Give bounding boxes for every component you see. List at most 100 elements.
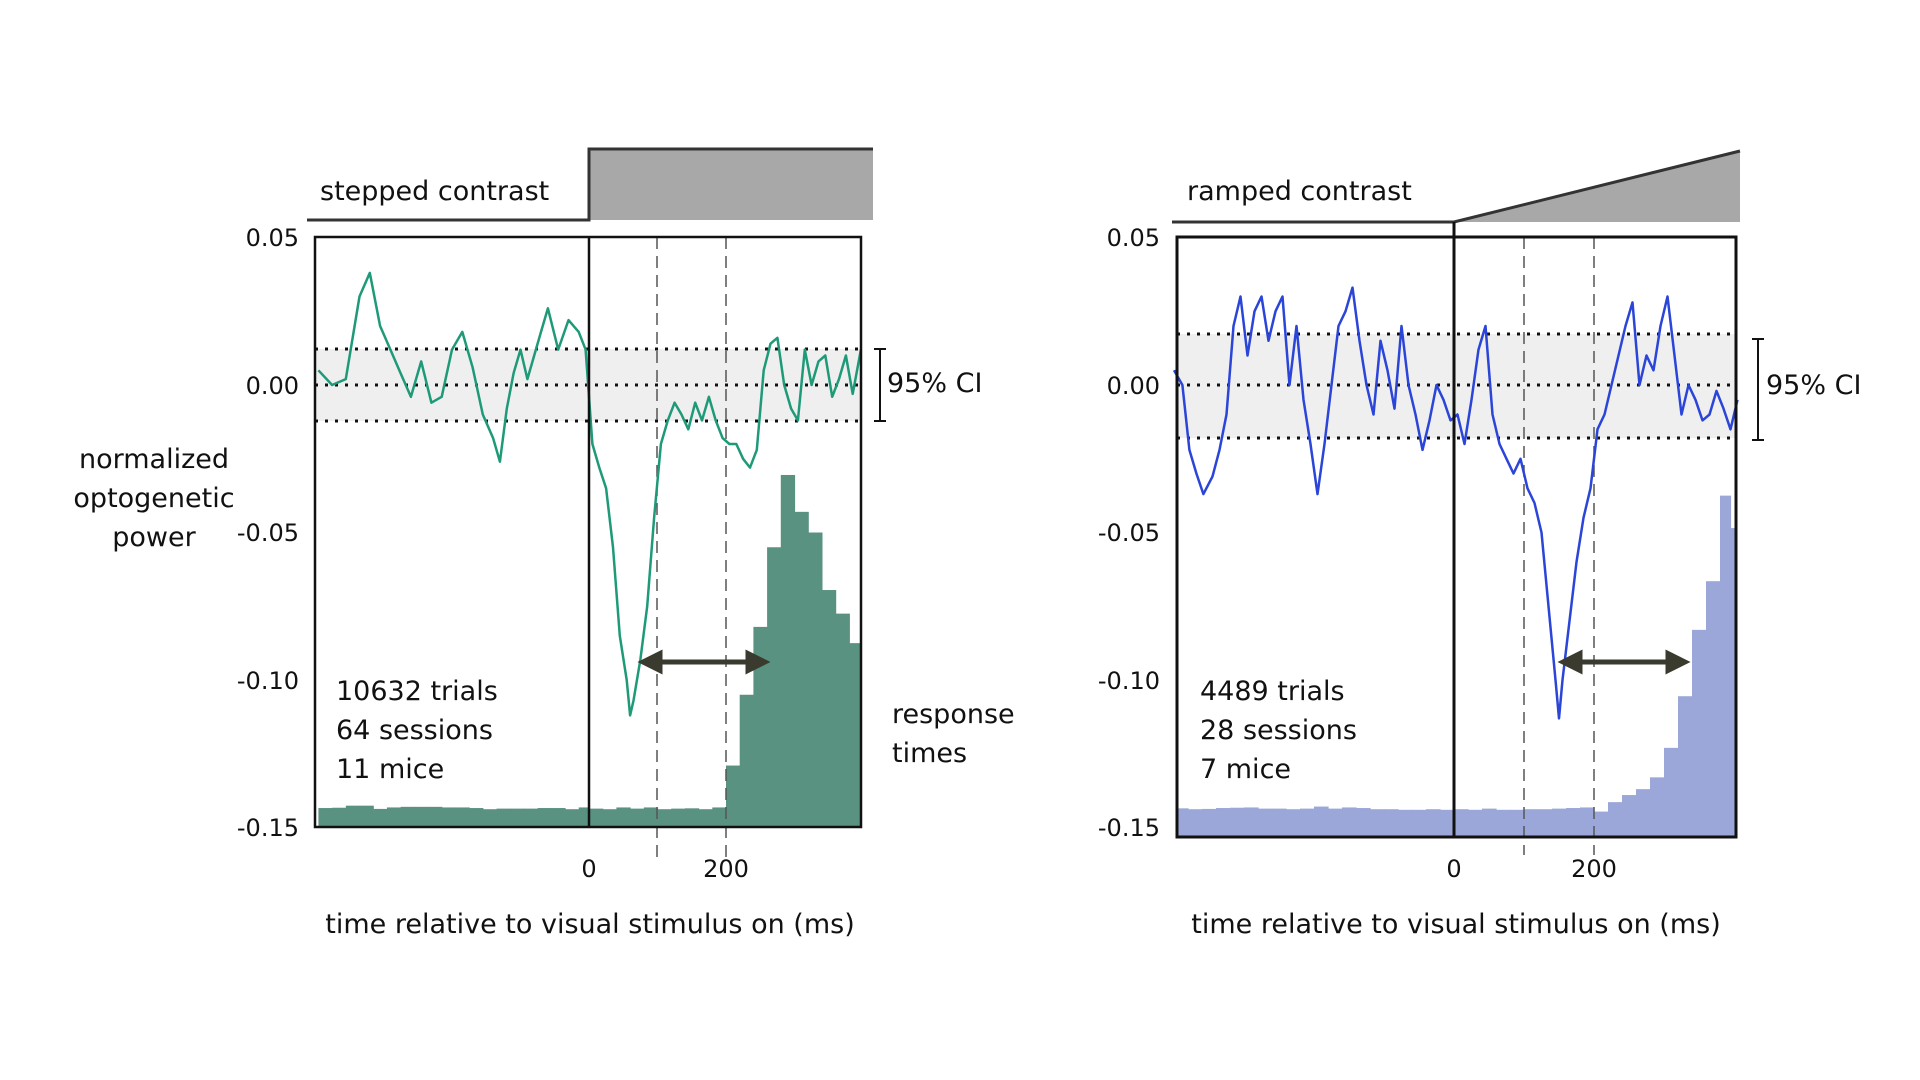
histogram-bar	[1384, 809, 1399, 837]
histogram-bar	[359, 805, 374, 827]
histogram-bar	[849, 643, 862, 827]
stats-left: 10632 trials 64 sessions 11 mice	[336, 676, 498, 785]
histogram-bar	[1328, 808, 1343, 837]
ytick-label: 0.00	[246, 372, 299, 400]
histogram-bar	[767, 547, 782, 827]
histogram-bar	[1300, 808, 1315, 837]
histogram-bar	[1482, 808, 1497, 837]
x-ticks-left: 0 200	[581, 855, 749, 883]
histogram-bar	[428, 806, 443, 827]
histogram-bar	[1706, 581, 1721, 837]
histogram-bar	[657, 809, 672, 827]
ci-label-left: 95% CI	[887, 368, 982, 399]
stats-mice: 11 mice	[336, 754, 444, 785]
hist-label-line-1: response	[892, 699, 1015, 730]
histogram-bar	[794, 511, 809, 827]
ci-bracket-left	[874, 348, 886, 422]
histogram-bar	[345, 805, 361, 827]
histogram-bar	[684, 808, 700, 827]
ylabel-group: normalized optogenetic power	[73, 444, 234, 553]
panel-stepped: stepped contrast normalized optogenetic …	[73, 147, 1015, 940]
histogram-bar	[537, 808, 552, 827]
histogram-bar	[482, 809, 498, 827]
histogram-bar	[1412, 809, 1427, 837]
xlabel-left: time relative to visual stimulus on (ms)	[325, 909, 854, 940]
histogram-bar	[1370, 809, 1385, 837]
histogram-bar	[698, 809, 713, 827]
ytick-label: 0.05	[1107, 224, 1160, 252]
histogram-bar	[373, 808, 388, 827]
histogram-bar	[441, 807, 457, 827]
histogram-bar	[1230, 807, 1245, 837]
ci-label-right: 95% CI	[1766, 370, 1861, 401]
histogram-bar	[1552, 808, 1567, 837]
stats-sessions: 28 sessions	[1200, 715, 1357, 746]
histogram-bar	[1188, 809, 1203, 837]
histogram-bar	[1272, 808, 1287, 837]
histogram-bar	[318, 808, 333, 827]
histogram-bar	[578, 807, 590, 827]
ytick-label: -0.10	[1098, 667, 1160, 695]
xtick-label: 200	[1571, 855, 1617, 883]
xtick-label: 200	[703, 855, 749, 883]
stats-trials: 10632 trials	[336, 676, 498, 707]
histogram-bar	[739, 694, 754, 827]
histogram-bar	[712, 807, 727, 827]
histogram-bar	[1202, 808, 1217, 837]
x-ticks-right: 0 200	[1446, 855, 1617, 883]
histogram-bar	[1286, 809, 1301, 837]
histogram-bar	[1692, 629, 1707, 837]
histogram-bar	[780, 474, 796, 827]
ytick-label: -0.15	[1098, 814, 1160, 842]
ytick-label: -0.10	[237, 667, 299, 695]
axes-frame-left	[313, 235, 863, 829]
histogram-bar	[821, 590, 837, 827]
histogram-bar	[1730, 528, 1737, 837]
xtick-label: 0	[581, 855, 596, 883]
histogram-bar	[643, 807, 659, 827]
histogram-bar	[602, 809, 617, 827]
hist-label-line-2: times	[892, 738, 967, 769]
histogram-bar	[523, 808, 539, 827]
histogram-bar	[1664, 747, 1679, 837]
histogram-bar	[1608, 802, 1623, 837]
ytick-label: 0.00	[1107, 372, 1160, 400]
ytick-label: -0.05	[1098, 519, 1160, 547]
stimulus-step-outline	[307, 147, 873, 222]
ytick-label: -0.05	[237, 519, 299, 547]
axes-frame-right	[1175, 235, 1738, 839]
histogram-bar	[1244, 807, 1259, 837]
histogram-bar	[1356, 808, 1371, 837]
panel-label-ramped: ramped contrast	[1187, 176, 1412, 207]
stats-right: 4489 trials 28 sessions 7 mice	[1200, 676, 1357, 785]
histogram-bar	[630, 808, 645, 827]
stats-mice: 7 mice	[1200, 754, 1291, 785]
panel-ramped: ramped contrast 0.05 0.00 -0.05 -0.10 -0…	[1098, 149, 1861, 940]
histogram-bar	[510, 808, 525, 827]
histogram-bar	[1538, 809, 1553, 837]
histogram-bar	[332, 807, 347, 827]
histogram-bar	[1720, 495, 1732, 837]
histogram-bar	[1650, 777, 1665, 837]
histogram-bar	[455, 807, 470, 827]
histogram-bar	[671, 808, 686, 827]
ytick-label: 0.05	[246, 224, 299, 252]
ylabel-line-2: optogenetic	[73, 483, 234, 514]
histogram-bar	[1468, 809, 1483, 837]
hist-label: response times	[892, 699, 1015, 769]
histogram-bar	[1258, 808, 1273, 837]
ylabel-line-1: normalized	[79, 444, 229, 475]
stats-sessions: 64 sessions	[336, 715, 493, 746]
stats-trials: 4489 trials	[1200, 676, 1345, 707]
histogram-bar	[1524, 809, 1539, 837]
ylabel-line-3: power	[112, 522, 196, 553]
histogram-bar	[1177, 808, 1189, 837]
histogram-bar	[1594, 811, 1609, 837]
histogram-bar	[1636, 789, 1651, 837]
histogram-bar	[1510, 809, 1525, 837]
ci-band	[1177, 334, 1736, 438]
histogram-bar	[469, 808, 484, 827]
histogram-right	[1177, 495, 1737, 837]
histogram-left	[318, 474, 862, 827]
